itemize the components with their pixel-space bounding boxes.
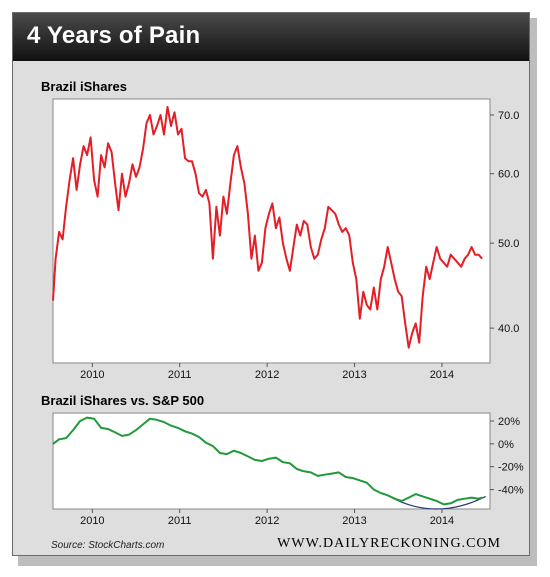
top-ytick-label: 60.0 — [498, 169, 519, 181]
top-xtick-label: 2014 — [430, 369, 454, 381]
trend-curve — [393, 495, 486, 510]
top-ytick-label: 50.0 — [498, 238, 519, 250]
header-bar: 4 Years of Pain — [13, 13, 529, 61]
bot-xtick-label: 2012 — [255, 515, 279, 527]
bottom-chart-title: Brazil iShares vs. S&P 500 — [41, 393, 204, 408]
top-series-line — [52, 105, 483, 349]
bot-xtick-label: 2011 — [168, 515, 192, 527]
top-ytick-label: 40.0 — [498, 323, 519, 335]
bot-xtick-label: 2014 — [430, 515, 454, 527]
bot-xtick-label: 2010 — [80, 515, 104, 527]
bot-ytick-label: 0% — [498, 439, 514, 451]
bottom-plot-area — [52, 412, 491, 510]
bot-ytick-label: -20% — [498, 462, 524, 474]
figure-frame: 4 Years of Pain Brazil iShares 40.0 50.0 6… — [12, 12, 530, 556]
top-xtick-label: 2011 — [168, 369, 192, 381]
bot-ytick-label: -40% — [498, 485, 524, 497]
bot-series-line — [52, 416, 483, 506]
source-note: Source: StockCharts.com — [51, 540, 165, 551]
charts-svg: Brazil iShares 40.0 50.0 60.0 70.0 2010 2011… — [41, 79, 524, 527]
top-xtick-label: 2013 — [342, 369, 366, 381]
bot-ytick-label: 20% — [498, 416, 520, 428]
brand-label: WWW.DAILYRECKONING.COM — [277, 536, 501, 551]
top-xtick-label: 2012 — [255, 369, 279, 381]
page-title: 4 Years of Pain — [27, 22, 201, 49]
top-plot-area — [52, 98, 491, 364]
top-chart-title: Brazil iShares — [41, 79, 127, 94]
top-xtick-label: 2010 — [80, 369, 104, 381]
top-ytick-label: 70.0 — [498, 110, 519, 122]
bot-xtick-label: 2013 — [342, 515, 366, 527]
